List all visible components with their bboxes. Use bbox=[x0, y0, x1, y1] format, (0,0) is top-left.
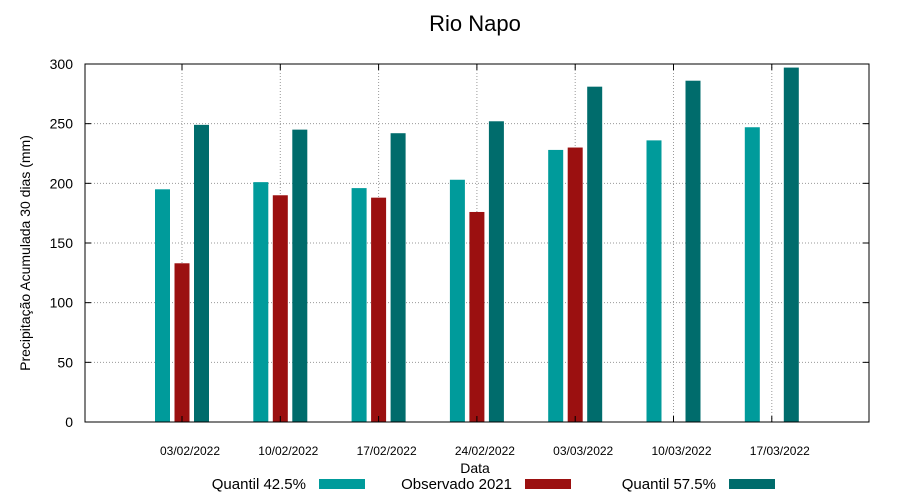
bar-2-3 bbox=[371, 197, 387, 422]
y-tick-label: 150 bbox=[50, 235, 74, 251]
bar-3-5 bbox=[587, 86, 603, 422]
y-tick-label: 100 bbox=[50, 295, 74, 311]
y-tick-label: 50 bbox=[57, 354, 73, 370]
bar-3-3 bbox=[390, 133, 406, 423]
y-tick-label: 300 bbox=[50, 56, 74, 72]
x-tick-label: 24/02/2022 bbox=[455, 444, 515, 458]
bar-3-7 bbox=[783, 67, 799, 422]
legend-swatch-3 bbox=[729, 479, 775, 489]
bar-3-2 bbox=[292, 129, 308, 422]
bar-1-5 bbox=[548, 149, 564, 423]
bar-1-2 bbox=[253, 182, 269, 422]
x-tick-label: 03/02/2022 bbox=[160, 444, 220, 458]
legend-swatch-2 bbox=[525, 479, 571, 489]
y-axis-ticks: 0 50 100 150 200 250 300 bbox=[50, 56, 869, 430]
bar-1-6 bbox=[646, 140, 662, 422]
legend-swatch-1 bbox=[319, 479, 365, 489]
bar-2-4 bbox=[469, 211, 485, 422]
bar-3-6 bbox=[685, 80, 701, 422]
bar-1-7 bbox=[744, 127, 760, 422]
y-tick-label: 250 bbox=[50, 116, 74, 132]
bar-2-1 bbox=[174, 263, 190, 422]
x-tick-label: 03/03/2022 bbox=[553, 444, 613, 458]
y-tick-label: 200 bbox=[50, 175, 74, 191]
x-tick-label: 17/02/2022 bbox=[357, 444, 417, 458]
bar-1-3 bbox=[351, 188, 367, 422]
bar-2-2 bbox=[272, 195, 288, 422]
y-tick-label: 0 bbox=[65, 414, 73, 430]
y-axis-label: Precipitação Acumulada 30 dias (mm) bbox=[17, 135, 33, 371]
bar-3-4 bbox=[488, 121, 504, 422]
x-axis-ticks: 03/02/2022 10/02/2022 17/02/2022 24/02/2022… bbox=[160, 64, 810, 458]
x-tick-label: 17/03/2022 bbox=[750, 444, 810, 458]
legend-label-2: Observado 2021 bbox=[401, 476, 512, 493]
chart-title: Rio Napo bbox=[429, 11, 521, 36]
bar-2-5 bbox=[567, 147, 583, 423]
bar-1-4 bbox=[449, 179, 465, 422]
legend-label-1: Quantil 42.5% bbox=[212, 476, 306, 493]
bar-1-1 bbox=[155, 189, 170, 422]
x-tick-label: 10/02/2022 bbox=[258, 444, 318, 458]
bars bbox=[155, 67, 799, 423]
bar-3-1 bbox=[194, 124, 209, 423]
legend: Quantil 42.5% Observado 2021 Quantil 57.5% bbox=[212, 476, 775, 493]
x-axis-label: Data bbox=[460, 460, 490, 476]
legend-label-3: Quantil 57.5% bbox=[622, 476, 716, 493]
x-tick-label: 10/03/2022 bbox=[651, 444, 711, 458]
